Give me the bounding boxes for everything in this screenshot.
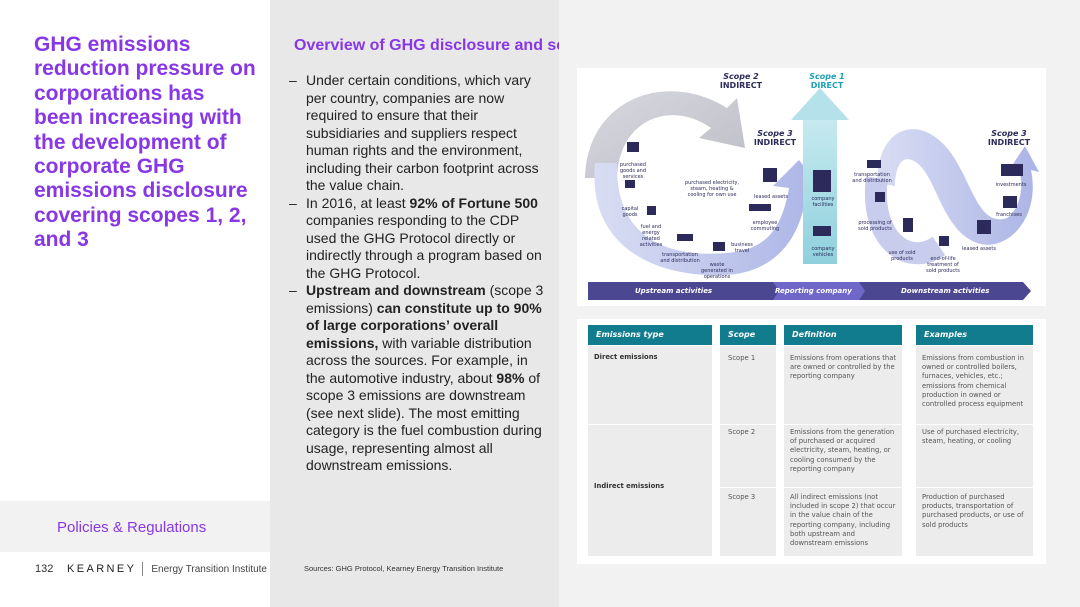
section-label: Policies & Regulations bbox=[57, 519, 207, 536]
slide-headline: GHG emissions reduction pressure on corp… bbox=[34, 33, 256, 252]
downstream-flow bbox=[877, 129, 1039, 245]
page-number: 132 bbox=[35, 563, 54, 575]
label-leased-assets-upstream: leased assets bbox=[754, 194, 788, 200]
scope-cell: Scope 1 bbox=[728, 354, 756, 362]
type-direct: Direct emissions bbox=[594, 353, 658, 361]
label-end-of-life: end-of-life treatment of sold products bbox=[926, 256, 960, 274]
definition-cell: All indirect emissions (not included in … bbox=[790, 493, 896, 548]
logo-divider bbox=[142, 562, 144, 576]
type-indirect: Indirect emissions bbox=[594, 482, 665, 490]
header-emissions-type: Emissions type bbox=[588, 325, 712, 345]
examples-cell: Emissions from combustion in owned or co… bbox=[922, 354, 1024, 409]
logo-subtitle: Energy Transition Institute bbox=[151, 563, 267, 575]
label-purchased-electricity: purchased electricity, steam, heating & … bbox=[684, 180, 740, 198]
label-purchased-goods: purchased goods and services bbox=[619, 162, 647, 180]
label-franchises: franchises bbox=[996, 212, 1022, 218]
scope3-downstream-label: Scope 3 INDIRECT bbox=[987, 129, 1031, 147]
scope-cell: Scope 3 bbox=[728, 493, 756, 501]
downstream-band bbox=[859, 282, 1031, 300]
footer: 132 KEARNEY Energy Transition Institute bbox=[35, 562, 267, 576]
definition-cell: Emissions from the generation of purchas… bbox=[790, 428, 895, 473]
band-upstream-label: Upstream activities bbox=[635, 287, 713, 295]
upstream-flow bbox=[594, 160, 823, 276]
label-company-vehicles: company vehicles bbox=[811, 246, 835, 258]
reporting-band bbox=[773, 282, 869, 300]
col-type-bg bbox=[588, 346, 712, 556]
downstream-loop bbox=[864, 176, 946, 265]
bullet-item: – In 2016, at least 92% of Fortune 500 c… bbox=[289, 194, 542, 281]
row-divider bbox=[588, 424, 1033, 425]
col-scope-bg bbox=[720, 346, 776, 556]
activity-icons bbox=[625, 142, 1023, 251]
bullet-item: – Under certain conditions, which vary p… bbox=[289, 72, 539, 193]
left-panel: GHG emissions reduction pressure on corp… bbox=[0, 0, 270, 607]
scope-cell: Scope 2 bbox=[728, 428, 756, 436]
source-note: Sources: GHG Protocol, Kearney Energy Tr… bbox=[304, 564, 504, 573]
section-bar: Policies & Regulations bbox=[0, 501, 270, 552]
kearney-logo: KEARNEY bbox=[67, 563, 137, 575]
col-definition-bg bbox=[784, 346, 902, 556]
label-use-sold: use of sold products bbox=[888, 250, 916, 262]
label-leased-assets-downstream: leased assets bbox=[962, 246, 996, 252]
header-definition: Definition bbox=[784, 325, 902, 345]
slide-title: Overview of GHG disclosure and scopes bbox=[294, 37, 603, 54]
definition-cell: Emissions from operations that are owned… bbox=[790, 354, 897, 381]
label-capital-goods: capital goods bbox=[621, 206, 639, 218]
scopes-diagram: Scope 2 INDIRECT Scope 1 DIRECT Scope 3 IND… bbox=[577, 68, 1046, 306]
scope1-label: Scope 1 DIRECT bbox=[809, 72, 845, 90]
label-transport-downstream: transportation and distribution bbox=[852, 172, 892, 184]
scopes-table: Emissions type Scope Definition Examples… bbox=[577, 319, 1046, 564]
label-fuel-energy: fuel and energy related activities bbox=[639, 224, 663, 248]
label-company-facilities: company facilities bbox=[811, 196, 835, 208]
header-examples: Examples bbox=[916, 325, 1033, 345]
row-divider bbox=[720, 487, 1033, 488]
header-scope: Scope bbox=[720, 325, 776, 345]
scope2-label: Scope 2 INDIRECT bbox=[719, 72, 763, 90]
scope1-arrow-head bbox=[791, 88, 849, 120]
examples-cell: Production of purchased products, transp… bbox=[922, 493, 1024, 529]
col-examples-bg bbox=[916, 346, 1033, 556]
label-investments: investments bbox=[995, 182, 1027, 188]
label-business-travel: business travel bbox=[731, 242, 753, 254]
band-reporting-label: Reporting company bbox=[775, 287, 852, 295]
band-downstream-label: Downstream activities bbox=[901, 287, 990, 295]
scopes-illustration bbox=[585, 88, 1039, 300]
examples-cell: Use of purchased electricity, steam, hea… bbox=[922, 428, 1020, 446]
label-transport-upstream: transportation and distribution bbox=[660, 252, 700, 264]
scope2-arrow bbox=[585, 91, 745, 178]
upstream-band bbox=[588, 282, 783, 300]
scope3-upstream-label: Scope 3 INDIRECT bbox=[753, 129, 797, 147]
bullet-list: – Under certain conditions, which vary p… bbox=[289, 72, 547, 475]
middle-panel bbox=[270, 0, 559, 607]
label-processing: processing of sold products bbox=[858, 220, 892, 232]
bullet-item: – Upstream and downstream (scope 3 emiss… bbox=[289, 282, 544, 473]
label-waste: waste generated in operations bbox=[701, 262, 733, 280]
label-employee-commuting: employee commuting bbox=[750, 220, 780, 232]
